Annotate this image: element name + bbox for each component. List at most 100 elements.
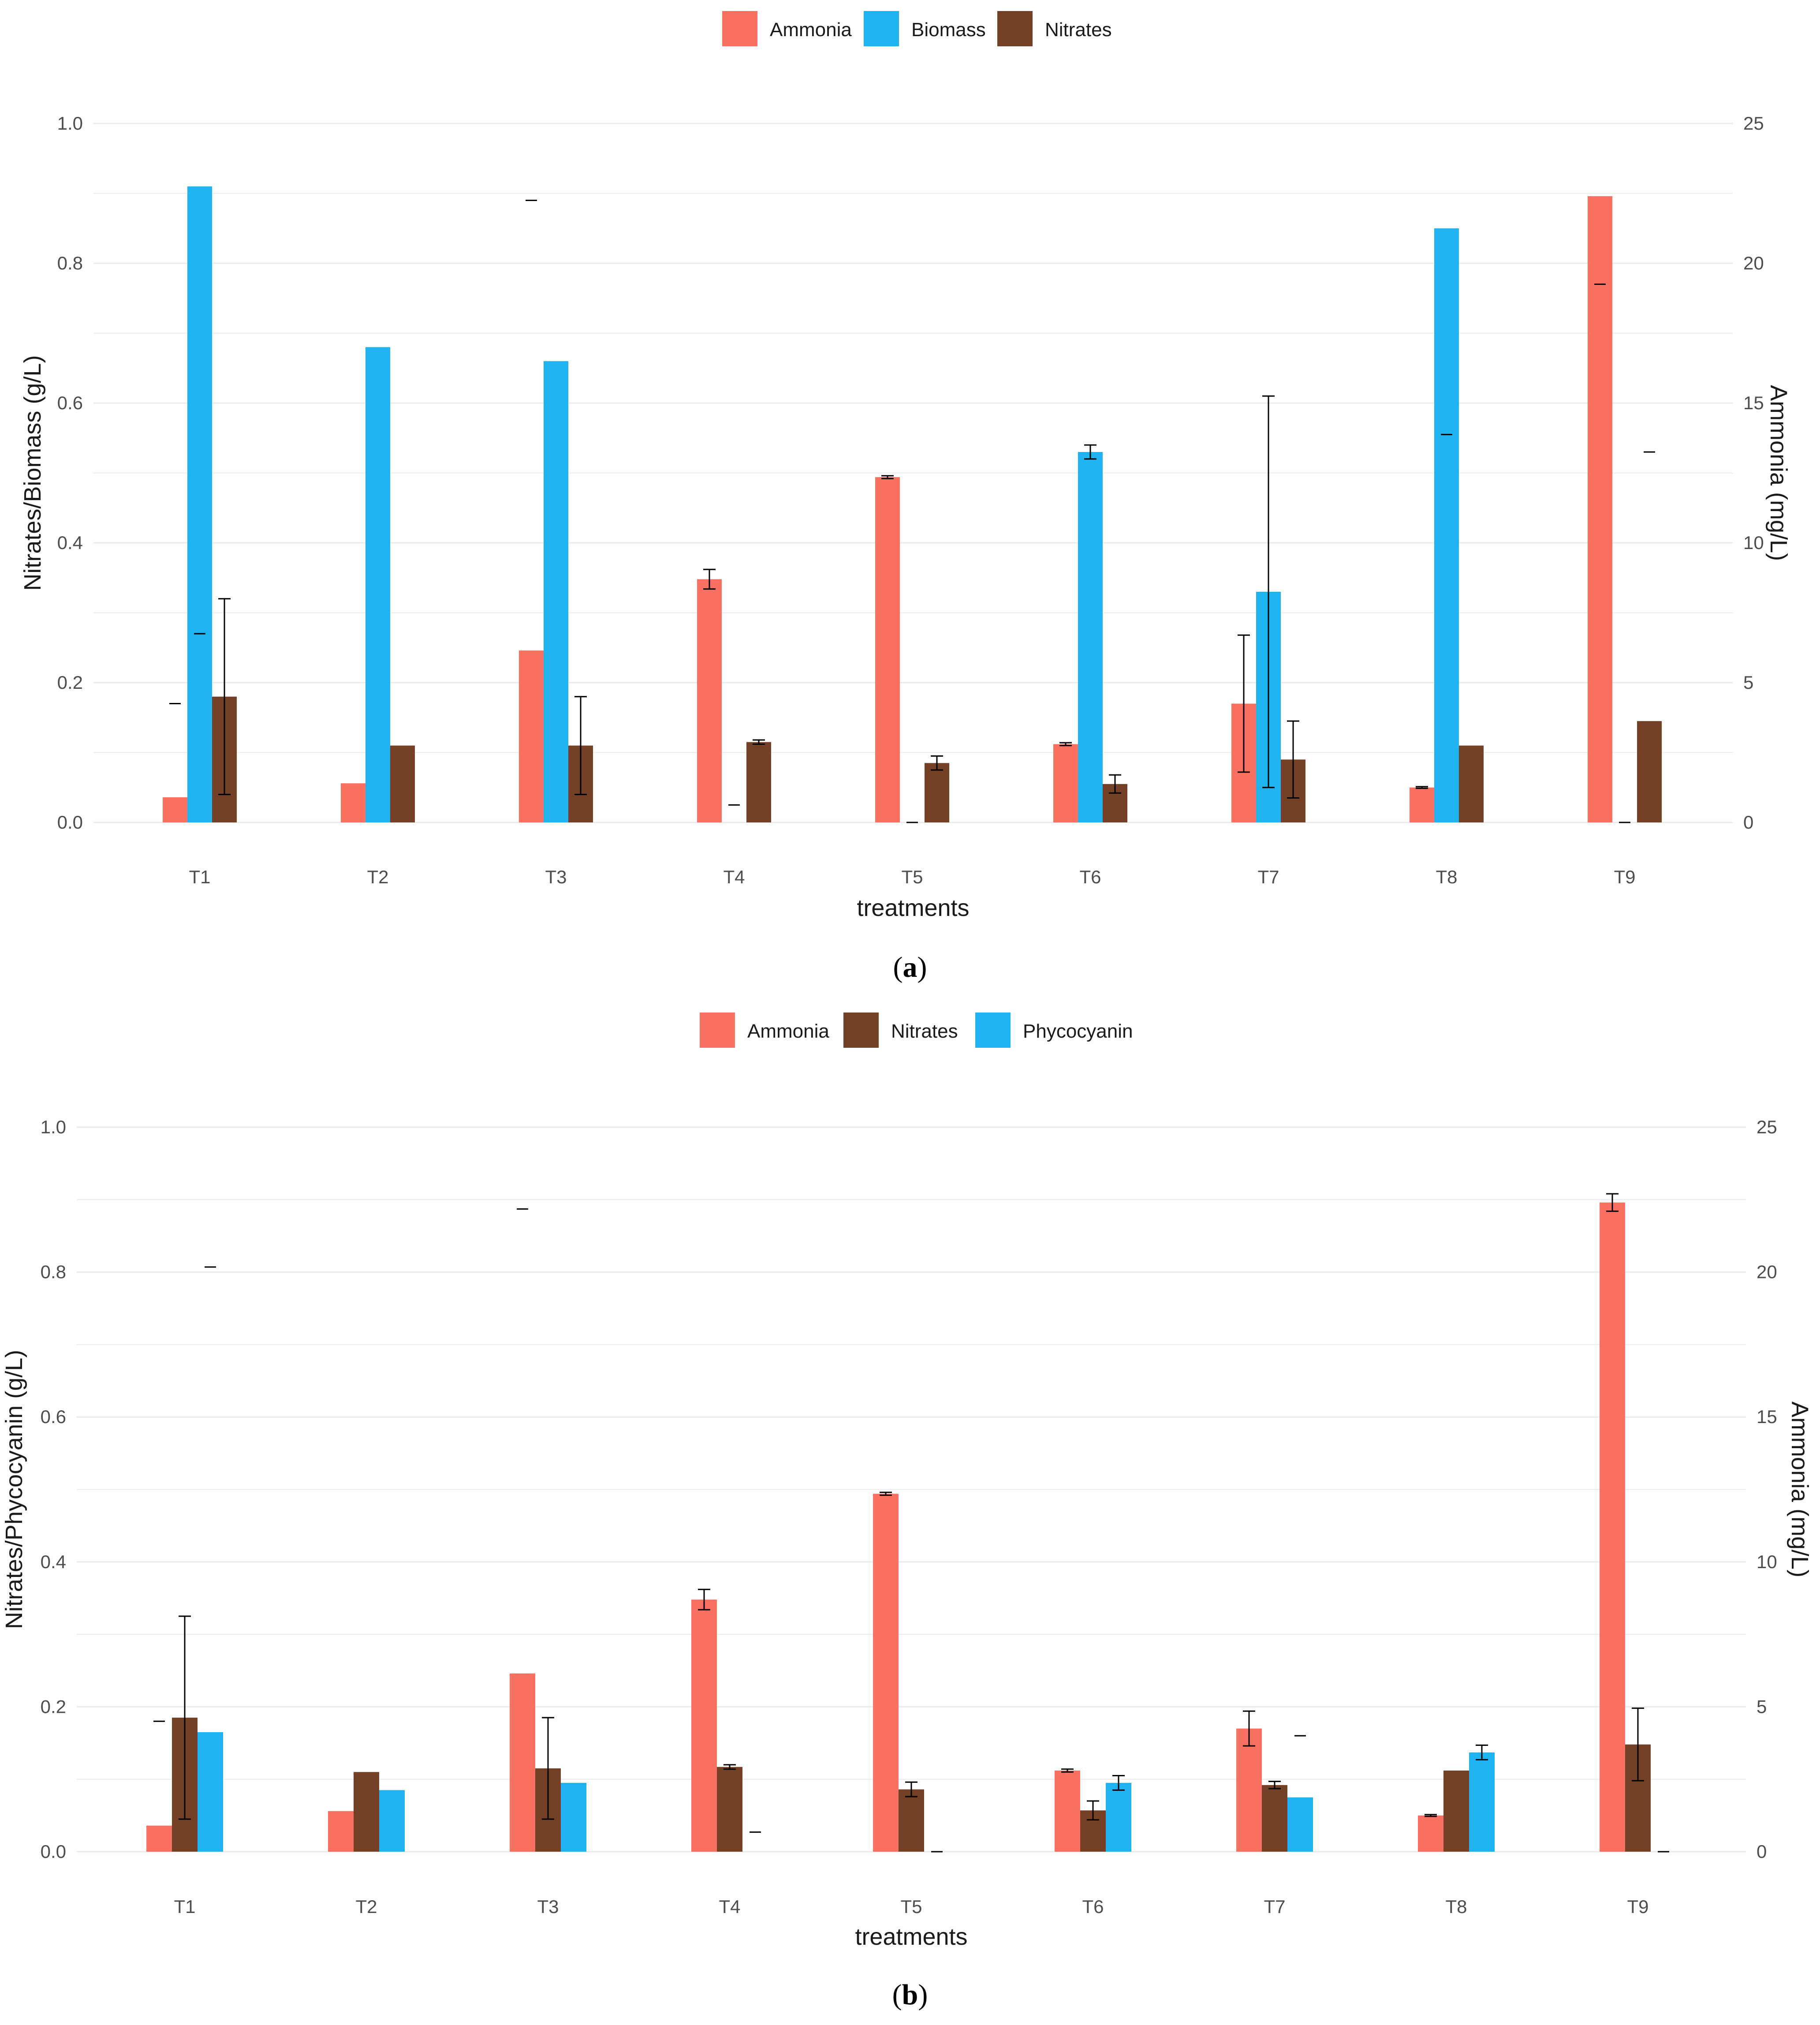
error-bar-nitrates-t1 xyxy=(218,598,231,796)
right-tick-label: 15 xyxy=(1743,392,1764,413)
error-bar-nitrates-t3 xyxy=(542,1717,554,1820)
left-tick-label: 0.6 xyxy=(57,392,83,413)
bar-ammonia-t8 xyxy=(1418,1815,1443,1852)
left-tick-label: 1.0 xyxy=(57,113,83,134)
legend: Ammonia Biomass Nitrates xyxy=(722,11,1112,46)
right-tick-label: 10 xyxy=(1757,1551,1777,1572)
right-tick-label: 20 xyxy=(1743,253,1764,273)
bar-ammonia-t1 xyxy=(163,797,187,822)
error-bar-ammonia-t6 xyxy=(1061,1768,1074,1773)
right-tick-label: 25 xyxy=(1757,1117,1777,1137)
bar-nitrates-t5 xyxy=(899,1789,924,1852)
legend: Ammonia Nitrates Phycocyanin xyxy=(700,1013,1133,1048)
bar-ammonia-t8 xyxy=(1410,787,1434,822)
right-tick-label: 25 xyxy=(1743,113,1764,134)
x-tick-label: T7 xyxy=(1264,1896,1285,1917)
caption-letter: b xyxy=(902,1979,918,2011)
bar-nitrates-t2 xyxy=(354,1772,379,1852)
legend-swatch-ammonia xyxy=(722,11,757,46)
panel-caption: (a) xyxy=(893,951,927,983)
left-tick-label: 0.0 xyxy=(57,812,83,833)
legend-label-ammonia: Ammonia xyxy=(747,1020,829,1042)
x-axis-title: treatments xyxy=(855,1924,967,1950)
stray-marks xyxy=(169,199,1655,823)
error-bar-ammonia-t4 xyxy=(703,568,716,590)
x-tick-label: T4 xyxy=(723,867,745,887)
caption-letter: a xyxy=(903,951,917,983)
bar-ammonia-t7 xyxy=(1236,1728,1262,1852)
bar-nitrates-t8 xyxy=(1443,1770,1469,1852)
right-tick-label: 20 xyxy=(1757,1262,1777,1282)
bar-nitrates-t9 xyxy=(1637,721,1662,822)
caption-close-paren: ) xyxy=(917,951,927,983)
error-bar-nitrates-t3 xyxy=(574,696,587,796)
error-bar-ammonia-t4 xyxy=(698,1588,710,1610)
bar-nitrates-t4 xyxy=(746,742,771,822)
x-tick-label: T1 xyxy=(189,867,210,887)
bars xyxy=(146,1202,1651,1852)
bar-ammonia-t6 xyxy=(1055,1770,1080,1852)
legend-item-nitrates: Nitrates xyxy=(997,11,1112,46)
y-axis-left-title: Nitrates/Phycocyanin (g/L) xyxy=(1,1350,27,1629)
bar-nitrates-t2 xyxy=(390,745,415,822)
legend-item-ammonia: Ammonia xyxy=(722,11,852,46)
legend-label-phycocyanin: Phycocyanin xyxy=(1023,1020,1133,1042)
left-tick-label: 0.8 xyxy=(57,253,83,273)
caption-open-paren: ( xyxy=(892,1979,902,2011)
caption-close-paren: ) xyxy=(918,1979,928,2011)
legend-label-nitrates: Nitrates xyxy=(891,1020,958,1042)
caption-open-paren: ( xyxy=(893,951,903,983)
error-bar-biomass-t6 xyxy=(1084,444,1096,460)
bar-biomass-t3 xyxy=(544,361,568,822)
x-tick-label: T6 xyxy=(1082,1896,1104,1917)
error-bar-nitrates-t1 xyxy=(179,1615,191,1820)
error-bar-phycocyanin-t6 xyxy=(1112,1775,1125,1791)
error-bar-nitrates-t5 xyxy=(905,1781,917,1797)
y-axis-right-title: Ammonia (mg/L) xyxy=(1786,1401,1813,1577)
error-bar-nitrates-t7 xyxy=(1287,720,1299,799)
left-tick-label: 0.2 xyxy=(57,672,83,693)
x-tick-label: T5 xyxy=(900,1896,922,1917)
bars xyxy=(163,186,1662,823)
right-axis-ticks: 0 5 10 15 20 25 xyxy=(1757,1117,1777,1862)
error-bar-ammonia-t9 xyxy=(1606,1193,1619,1212)
bar-phycocyanin-t3 xyxy=(561,1782,586,1852)
bar-nitrates-t8 xyxy=(1459,745,1484,822)
x-tick-label: T8 xyxy=(1445,1896,1467,1917)
bar-ammonia-t6 xyxy=(1053,744,1078,822)
x-tick-label: T4 xyxy=(719,1896,740,1917)
left-tick-label: 0.4 xyxy=(57,532,83,553)
right-tick-label: 0 xyxy=(1743,812,1753,833)
left-tick-label: 0.6 xyxy=(41,1406,66,1427)
left-axis-ticks: 0.0 0.2 0.4 0.6 0.8 1.0 xyxy=(41,1117,66,1862)
bar-biomass-t2 xyxy=(365,347,390,823)
error-bar-biomass-t7 xyxy=(1262,395,1275,788)
bar-phycocyanin-t8 xyxy=(1469,1752,1495,1852)
error-bar-nitrates-t4 xyxy=(753,739,765,745)
panel-a: 0.0 0.2 0.4 0.6 0.8 1.0 0 5 10 15 20 25 Nitrates/Bio… xyxy=(19,11,1792,983)
legend-label-ammonia: Ammonia xyxy=(770,19,852,41)
right-tick-label: 0 xyxy=(1757,1841,1767,1862)
bar-phycocyanin-t7 xyxy=(1287,1797,1313,1852)
left-tick-label: 1.0 xyxy=(41,1117,66,1137)
left-tick-label: 0.4 xyxy=(41,1551,66,1572)
legend-swatch-nitrates xyxy=(843,1013,879,1048)
left-tick-label: 0.8 xyxy=(41,1262,66,1282)
panel-b: 0.0 0.2 0.4 0.6 0.8 1.0 0 5 10 15 20 25 Nitrates/Phy… xyxy=(1,1013,1813,2011)
x-tick-label: T6 xyxy=(1079,867,1101,887)
error-bar-ammonia-t6 xyxy=(1059,742,1072,747)
error-bar-ammonia-t8 xyxy=(1425,1814,1437,1817)
x-tick-label: T3 xyxy=(545,867,567,887)
x-tick-label: T9 xyxy=(1614,867,1635,887)
x-tick-label: T3 xyxy=(537,1896,559,1917)
x-tick-label: T7 xyxy=(1257,867,1279,887)
bar-ammonia-t1 xyxy=(146,1825,172,1852)
bar-ammonia-t5 xyxy=(875,477,900,822)
error-bars xyxy=(179,1193,1644,1821)
error-bar-ammonia-t7 xyxy=(1238,634,1250,773)
left-tick-label: 0.2 xyxy=(41,1696,66,1717)
right-tick-label: 5 xyxy=(1757,1696,1767,1717)
bar-ammonia-t4 xyxy=(691,1599,717,1852)
bar-biomass-t1 xyxy=(187,186,212,822)
x-tick-label: T2 xyxy=(355,1896,377,1917)
